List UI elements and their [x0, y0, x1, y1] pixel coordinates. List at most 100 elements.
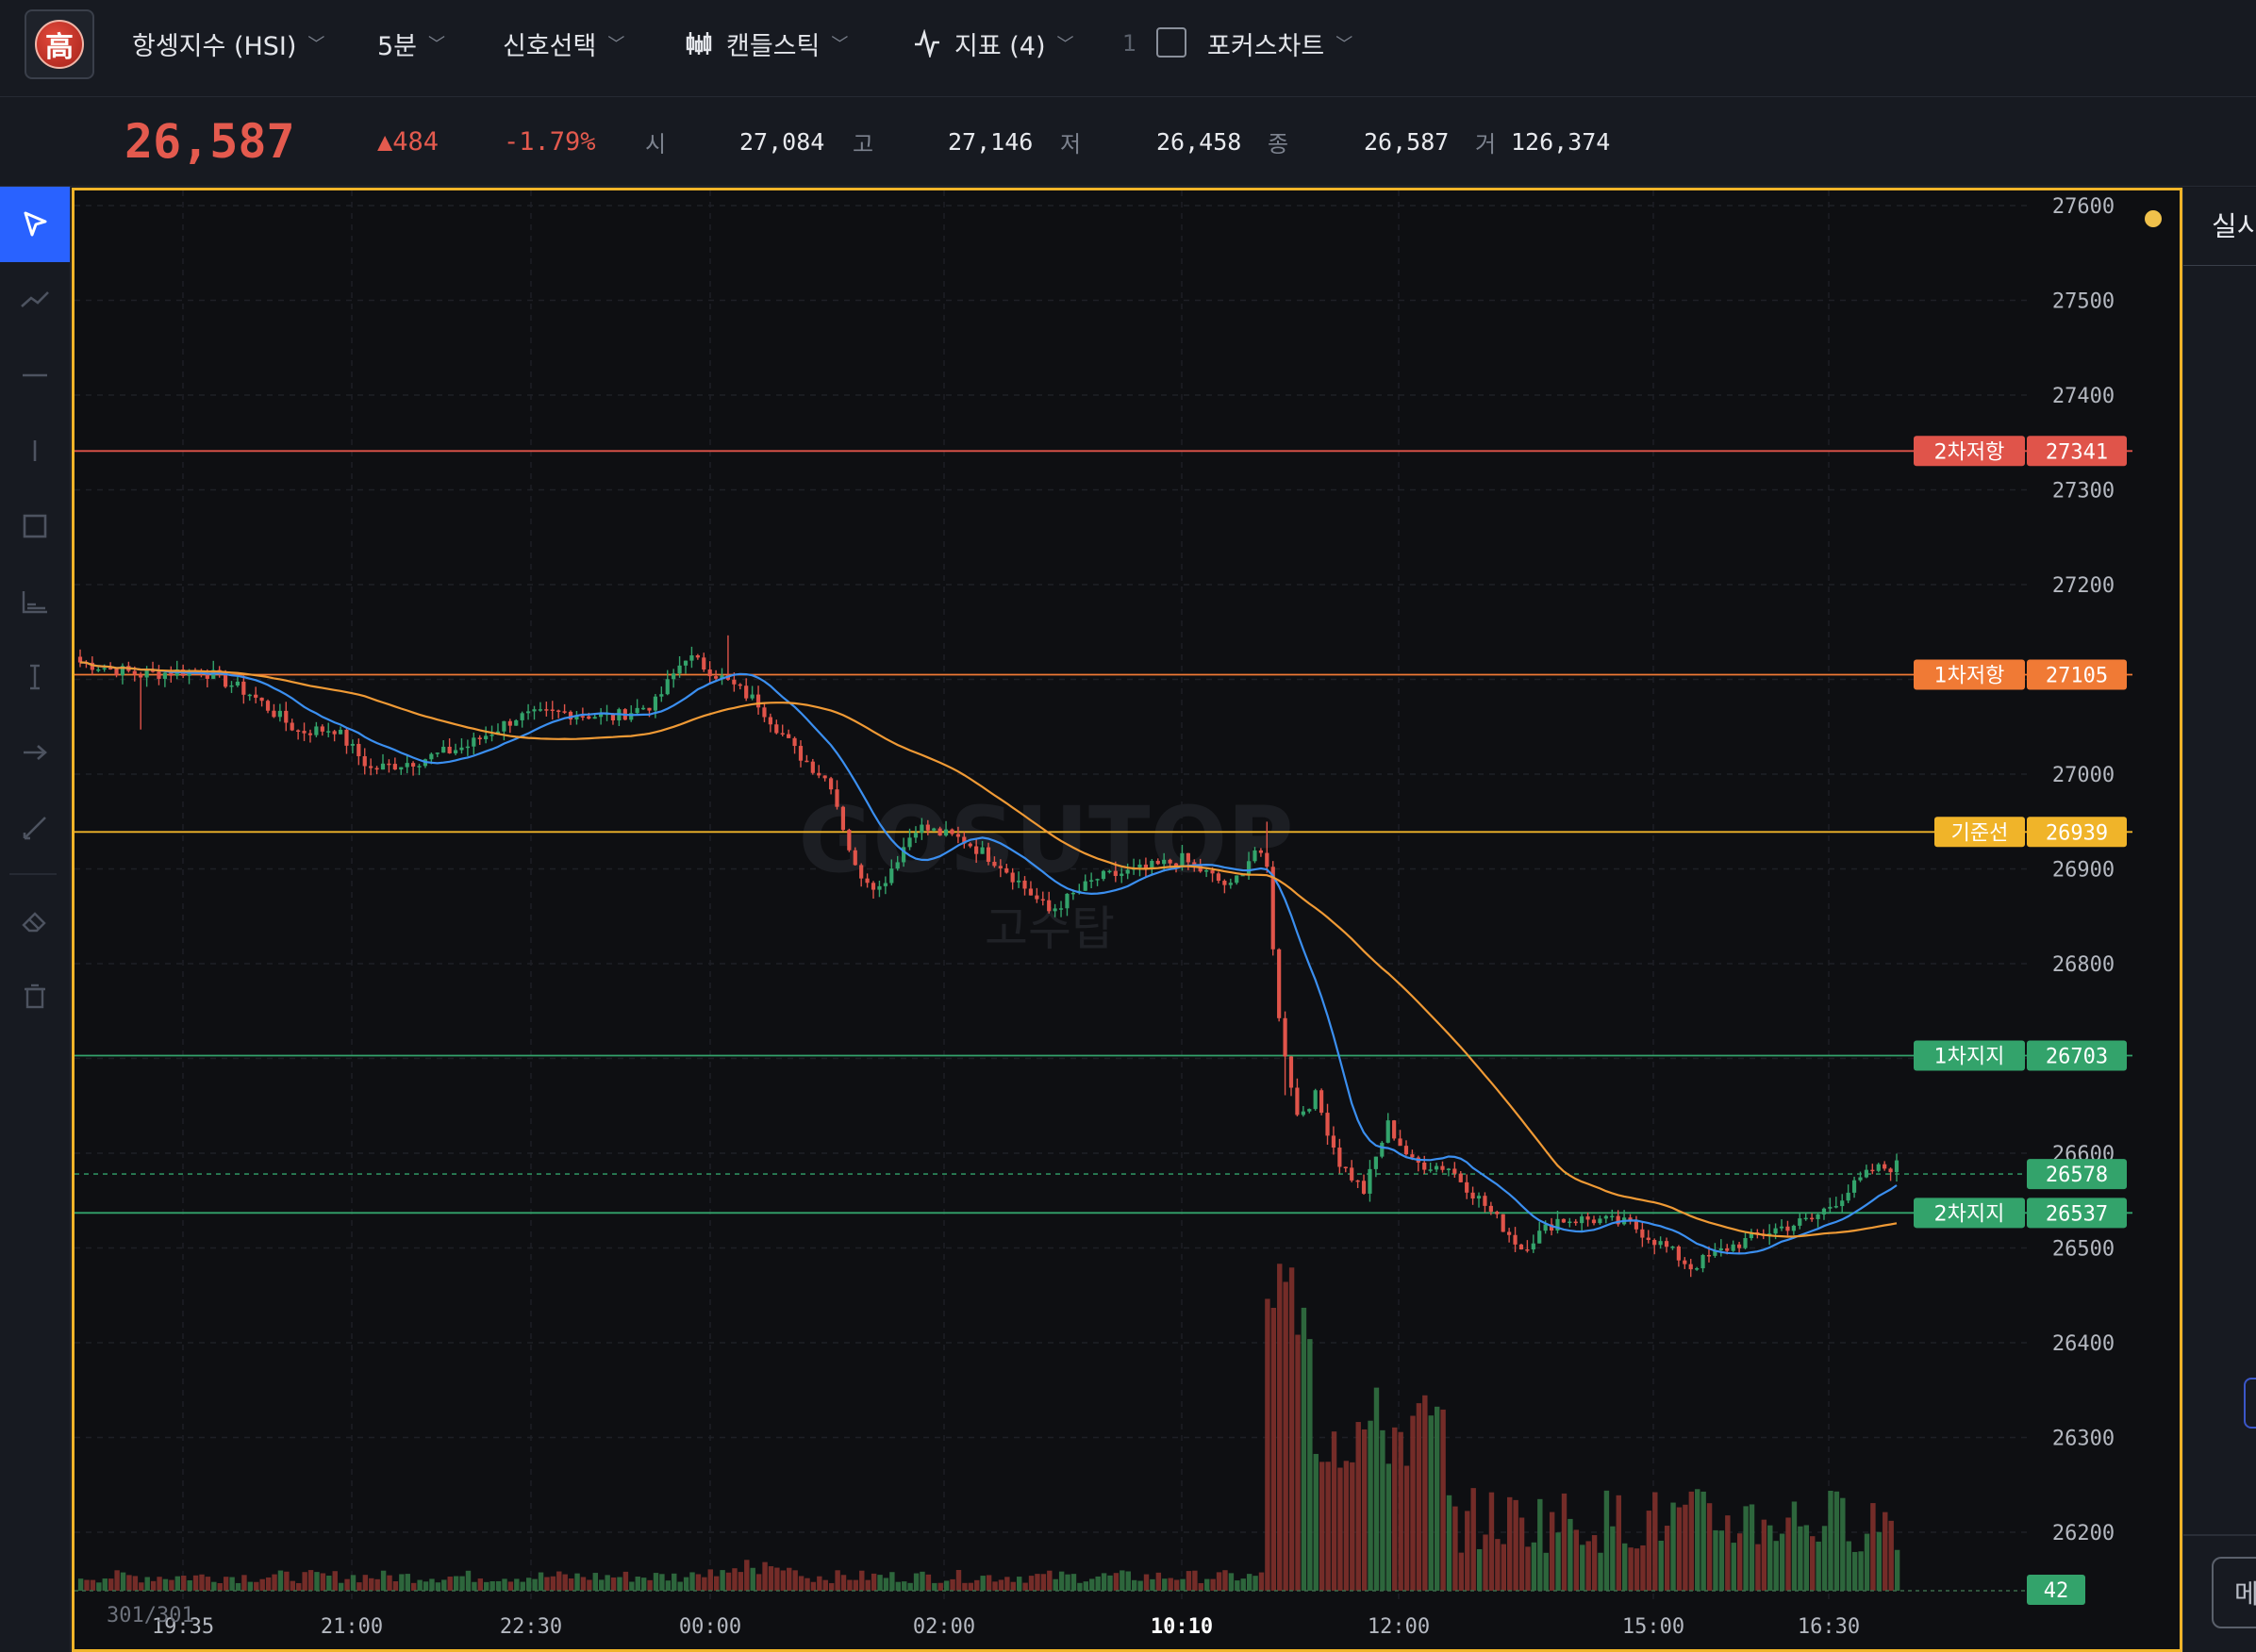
- volume-bar: [883, 1578, 889, 1591]
- candle-body: [1125, 869, 1130, 874]
- candle-body: [1452, 1168, 1457, 1174]
- signal-selector[interactable]: 신호선택 ﹀: [503, 0, 624, 87]
- price-chart[interactable]: GOSUTOP 고수탑 27600 27500 27400 27300 27200 271…: [75, 190, 2180, 1649]
- rectangle-tool[interactable]: [0, 488, 70, 564]
- volume-bar: [181, 1576, 187, 1591]
- candle-body: [1840, 1200, 1845, 1207]
- x-tick-label: 00:00: [679, 1615, 741, 1639]
- candle-body: [1113, 870, 1118, 876]
- volume-bar: [665, 1580, 672, 1591]
- volume-bar: [1198, 1582, 1203, 1591]
- indicator-selector[interactable]: 지표 (4) ﹀: [913, 0, 1074, 87]
- candle-body: [774, 724, 779, 734]
- chart-panel[interactable]: GOSUTOP 고수탑 27600 27500 27400 27300 27200 271…: [72, 188, 2182, 1652]
- chart-type-selector[interactable]: 캔들스틱 ﹀: [685, 0, 848, 87]
- candle-body: [1858, 1177, 1863, 1181]
- cursor-tool[interactable]: [0, 187, 70, 262]
- volume-bar: [1483, 1534, 1488, 1591]
- candle-body: [1216, 873, 1221, 882]
- volume-bar: [695, 1574, 702, 1591]
- candle-body: [1270, 867, 1275, 950]
- level-name-label: 기준선: [1951, 821, 2009, 845]
- candle-body: [755, 694, 761, 708]
- candle-body: [1307, 1109, 1312, 1112]
- candle-body: [1040, 899, 1045, 901]
- volume-bar: [1089, 1578, 1095, 1591]
- candle-body: [369, 766, 373, 768]
- interval-selector[interactable]: 5분 ﹀: [377, 0, 445, 87]
- volume-bar: [1313, 1453, 1319, 1591]
- candle-body: [1047, 900, 1052, 912]
- x-tick-label: 19:35: [152, 1615, 214, 1639]
- volume-bar: [817, 1576, 822, 1591]
- candle-body: [338, 729, 343, 735]
- low-value: 26,458: [1156, 127, 1242, 156]
- candle-body: [828, 778, 834, 790]
- volume-bar: [1791, 1501, 1798, 1591]
- candle-body: [1585, 1216, 1590, 1220]
- volume-bar: [1107, 1575, 1113, 1591]
- candle-body: [847, 830, 852, 851]
- eraser-tool[interactable]: [0, 883, 70, 958]
- level-name-tag: [1934, 817, 2025, 848]
- app-logo[interactable]: 高: [25, 9, 94, 79]
- candle-body: [205, 674, 209, 679]
- volume-bar: [380, 1570, 387, 1591]
- volume-bar: [1343, 1461, 1350, 1591]
- volume-bar: [1047, 1570, 1053, 1591]
- volume-bar: [768, 1566, 774, 1591]
- volume-bar: [1628, 1547, 1634, 1591]
- text-tool[interactable]: [0, 639, 70, 715]
- horizontal-line-tool[interactable]: [0, 338, 70, 413]
- delete-tool[interactable]: [0, 958, 70, 1033]
- side-panel-divider: [2183, 265, 2256, 266]
- volume-bar: [217, 1582, 223, 1591]
- symbol-selector[interactable]: 항셍지수 (HSI) ﹀: [132, 0, 324, 87]
- candle-body: [1561, 1218, 1566, 1223]
- side-panel-button[interactable]: 메: [2212, 1557, 2256, 1628]
- focus-count: 1: [1122, 30, 1137, 57]
- arrow-tool[interactable]: [0, 715, 70, 790]
- time-axis: 19:35 21:00 22:30 00:00 02:00 10:10 12:00 15:00…: [152, 1615, 1860, 1639]
- level-name-tag: [1914, 1198, 2025, 1229]
- volume-bar: [907, 1582, 913, 1591]
- vertical-line-tool[interactable]: [0, 413, 70, 488]
- volume-bar: [556, 1571, 562, 1591]
- volume-bar: [672, 1573, 677, 1591]
- level-value-label: 27105: [2046, 664, 2108, 687]
- candle-body: [114, 668, 119, 676]
- candle-body: [380, 763, 386, 770]
- volume-bar: [532, 1578, 538, 1591]
- candle-body: [986, 847, 991, 862]
- volume-bar: [1095, 1576, 1101, 1591]
- volume-bar: [877, 1575, 883, 1591]
- candle-body: [1258, 850, 1263, 853]
- volume-bar: [1476, 1548, 1483, 1591]
- volume-bar: [1883, 1512, 1888, 1591]
- candle-body: [992, 861, 997, 867]
- volume-bar: [1755, 1544, 1761, 1591]
- volume-bar: [514, 1578, 520, 1591]
- volume-bar: [205, 1577, 211, 1591]
- candle-body: [1598, 1218, 1602, 1224]
- fib-tool[interactable]: [0, 564, 70, 639]
- candle-body: [702, 657, 706, 669]
- volume-bar: [683, 1577, 689, 1591]
- candle-body: [877, 885, 882, 890]
- volume-bar: [1040, 1574, 1047, 1591]
- volume-bar: [314, 1572, 320, 1591]
- trendline-tool[interactable]: [0, 262, 70, 338]
- candle-body: [405, 763, 409, 768]
- side-panel-tab[interactable]: [2244, 1378, 2256, 1429]
- focus-chart-selector[interactable]: 포커스차트 ﹀: [1207, 0, 1352, 87]
- candle-body: [998, 866, 1003, 868]
- volume-bar: [1718, 1530, 1725, 1591]
- volume-bar: [150, 1580, 157, 1591]
- candle-body: [635, 707, 639, 714]
- candle-body: [562, 711, 567, 713]
- candle-body: [1180, 852, 1185, 867]
- ruler-tool[interactable]: [0, 790, 70, 866]
- focus-chart-checkbox[interactable]: [1156, 27, 1186, 58]
- volume-bar: [120, 1572, 126, 1591]
- cursor-icon: [24, 211, 47, 237]
